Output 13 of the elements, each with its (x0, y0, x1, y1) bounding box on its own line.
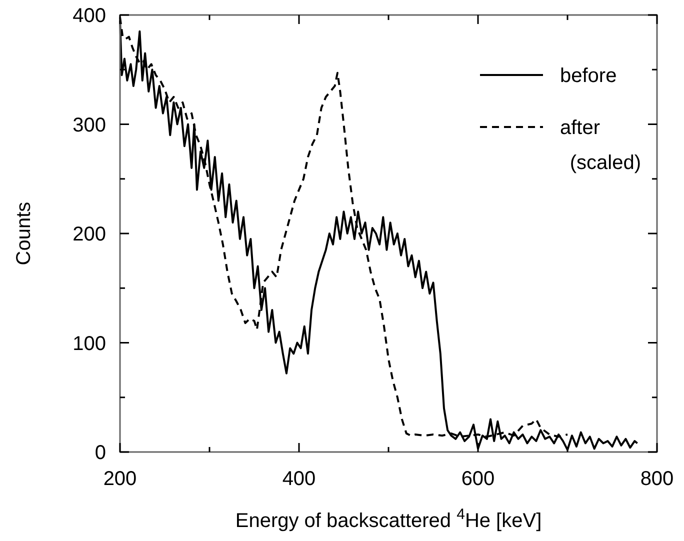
y-tick-label: 200 (72, 224, 106, 246)
x-tick-label: 200 (103, 468, 137, 490)
x-axis-title: Energy of backscattered $^{4}$He [keV] (235, 506, 542, 532)
x-tick-label: 600 (461, 468, 495, 490)
legend-label: after (scaled) (560, 117, 641, 174)
y-tick-label: 100 (72, 332, 106, 355)
y-tick-label: 400 (72, 5, 106, 27)
y-tick-label: 0 (94, 442, 106, 464)
x-tick-label: 800 (640, 468, 674, 490)
y-tick-label: 300 (72, 114, 106, 136)
legend-label: before (560, 65, 617, 87)
y-axis-title: Counts (13, 202, 35, 266)
x-tick-label: 400 (282, 468, 316, 490)
